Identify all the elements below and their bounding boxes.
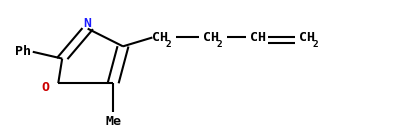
Text: CH: CH	[152, 31, 168, 44]
Text: CH: CH	[203, 31, 219, 44]
Text: CH: CH	[299, 31, 316, 44]
Text: CH: CH	[250, 31, 267, 44]
Text: O: O	[41, 81, 49, 94]
Text: 2: 2	[166, 40, 171, 49]
Text: Ph: Ph	[15, 45, 31, 58]
Text: N: N	[84, 17, 92, 30]
Text: 2: 2	[312, 40, 318, 49]
Text: 2: 2	[216, 40, 222, 49]
Text: Me: Me	[105, 115, 121, 128]
